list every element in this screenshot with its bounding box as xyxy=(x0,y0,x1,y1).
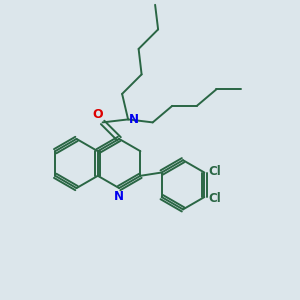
Text: N: N xyxy=(114,190,124,202)
Text: Cl: Cl xyxy=(209,164,222,178)
Text: O: O xyxy=(92,108,103,121)
Text: Cl: Cl xyxy=(209,192,222,205)
Text: N: N xyxy=(128,113,138,126)
